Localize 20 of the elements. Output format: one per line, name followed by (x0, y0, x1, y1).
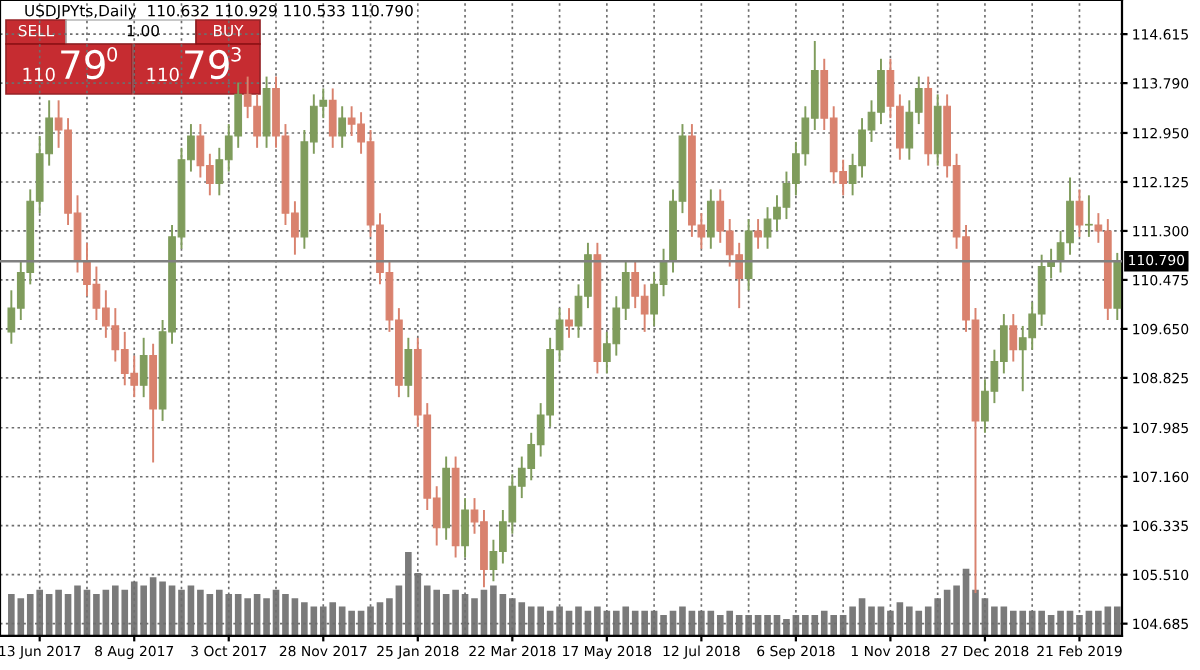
candlestick (744, 218, 753, 292)
candlestick (461, 497, 469, 559)
candlestick (328, 87, 337, 149)
candlestick (754, 218, 762, 250)
candlestick (1085, 194, 1093, 238)
annotation: 0 (107, 46, 118, 62)
candlestick (565, 307, 573, 339)
candlestick (262, 75, 271, 149)
candlestick (139, 336, 148, 399)
candlestick (338, 105, 347, 149)
annotation: 79 (185, 49, 229, 80)
candlestick (1075, 188, 1084, 238)
annotation: 3 (231, 46, 241, 62)
annotation: 79 (61, 49, 105, 80)
annotation: 110 (23, 67, 55, 82)
candlestick (706, 188, 715, 250)
candlestick (404, 336, 413, 399)
annotation: 110 (147, 67, 179, 82)
candlestick (933, 93, 942, 167)
candlestick (1009, 313, 1018, 363)
